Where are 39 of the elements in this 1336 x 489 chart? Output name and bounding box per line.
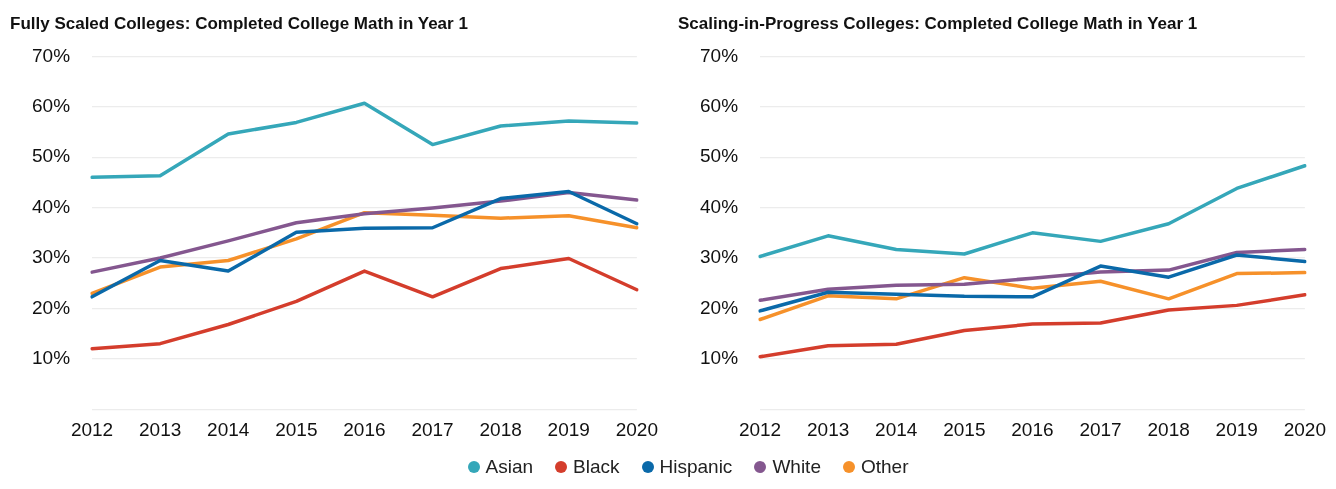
legend-label: Other [859, 456, 909, 478]
y-tick-label: 50% [32, 145, 71, 167]
legend-label: Hispanic [658, 456, 733, 478]
x-tick-label: 2014 [207, 418, 250, 440]
x-tick-label: 2014 [875, 418, 918, 440]
y-tick-label: 50% [700, 145, 739, 167]
x-tick-label: 2016 [343, 418, 386, 440]
x-tick-label: 2015 [943, 418, 986, 440]
x-tick-label: 2013 [138, 418, 182, 440]
y-tick-label: 20% [700, 296, 739, 318]
x-tick-label: 2018 [479, 418, 522, 440]
x-tick-label: 2017 [1079, 418, 1122, 440]
legend-label: Asian [484, 456, 534, 478]
x-tick-label: 2020 [1283, 418, 1327, 440]
y-tick-label: 30% [700, 246, 739, 268]
chart-title: Scaling-in-Progress Colleges: Completed College Math in Year 1 [678, 13, 1198, 33]
x-tick-label: 2019 [1215, 418, 1258, 440]
x-tick-label: 2016 [1011, 418, 1054, 440]
x-tick-label: 2019 [547, 418, 590, 440]
y-tick-label: 20% [32, 296, 71, 318]
y-tick-label: 70% [32, 44, 71, 66]
y-tick-label: 30% [32, 246, 71, 268]
y-tick-label: 40% [700, 195, 739, 217]
chart-title: Fully Scaled Colleges: Completed College Math in Year 1 [10, 13, 468, 33]
y-tick-label: 10% [700, 347, 739, 369]
x-tick-label: 2013 [806, 418, 850, 440]
y-tick-label: 60% [32, 95, 71, 117]
y-tick-label: 40% [32, 195, 71, 217]
x-tick-label: 2017 [411, 418, 454, 440]
legend-label: Black [572, 456, 620, 478]
x-tick-label: 2012 [738, 418, 782, 440]
x-tick-label: 2015 [275, 418, 318, 440]
x-tick-label: 2018 [1147, 418, 1190, 440]
legend-label: White [771, 456, 821, 478]
y-tick-label: 60% [700, 95, 739, 117]
y-tick-label: 10% [32, 347, 71, 369]
x-tick-label: 2012 [70, 418, 114, 440]
y-tick-label: 70% [700, 44, 739, 66]
x-tick-label: 2020 [615, 418, 659, 440]
